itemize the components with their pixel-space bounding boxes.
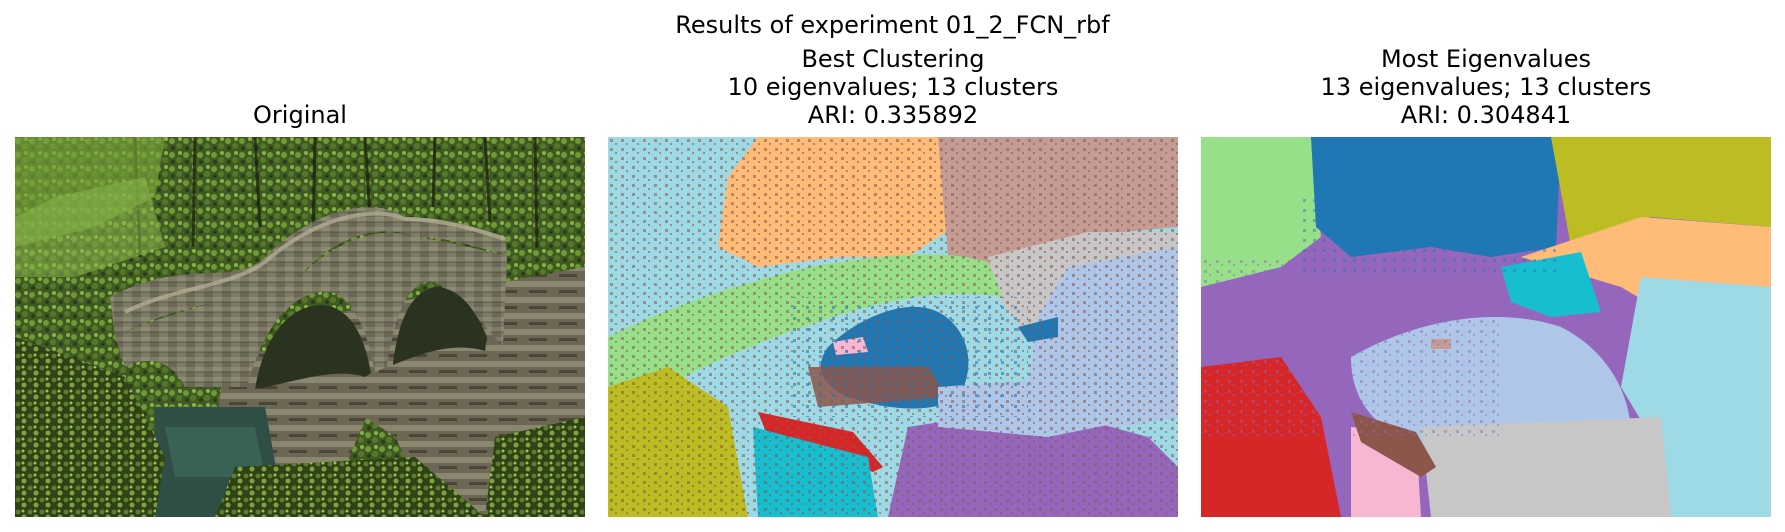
original-title-line: Original: [253, 101, 347, 129]
best-clustering-map: [608, 137, 1178, 517]
original-photo: [15, 137, 585, 517]
original-panel-title: Original: [15, 101, 585, 129]
most-eigenvalues-map: [1201, 137, 1771, 517]
best-clustering-panel-title: Best Clustering 10 eigenvalues; 13 clust…: [608, 45, 1178, 129]
most-eigenvalues-ari-line: ARI: 0.304841: [1400, 101, 1572, 129]
most-eigenvalues-title-line: Most Eigenvalues: [1380, 45, 1592, 73]
best-clustering-subtitle-line: 10 eigenvalues; 13 clusters: [727, 73, 1059, 101]
most-eigenvalues-subtitle-line: 13 eigenvalues; 13 clusters: [1320, 73, 1652, 101]
figure-title: Results of experiment 01_2_FCN_rbf: [675, 11, 1110, 39]
best-clustering-title-line: Best Clustering: [801, 45, 985, 73]
best-clustering-ari-line: ARI: 0.335892: [807, 101, 979, 129]
most-eigenvalues-panel-title: Most Eigenvalues 13 eigenvalues; 13 clus…: [1201, 45, 1771, 129]
